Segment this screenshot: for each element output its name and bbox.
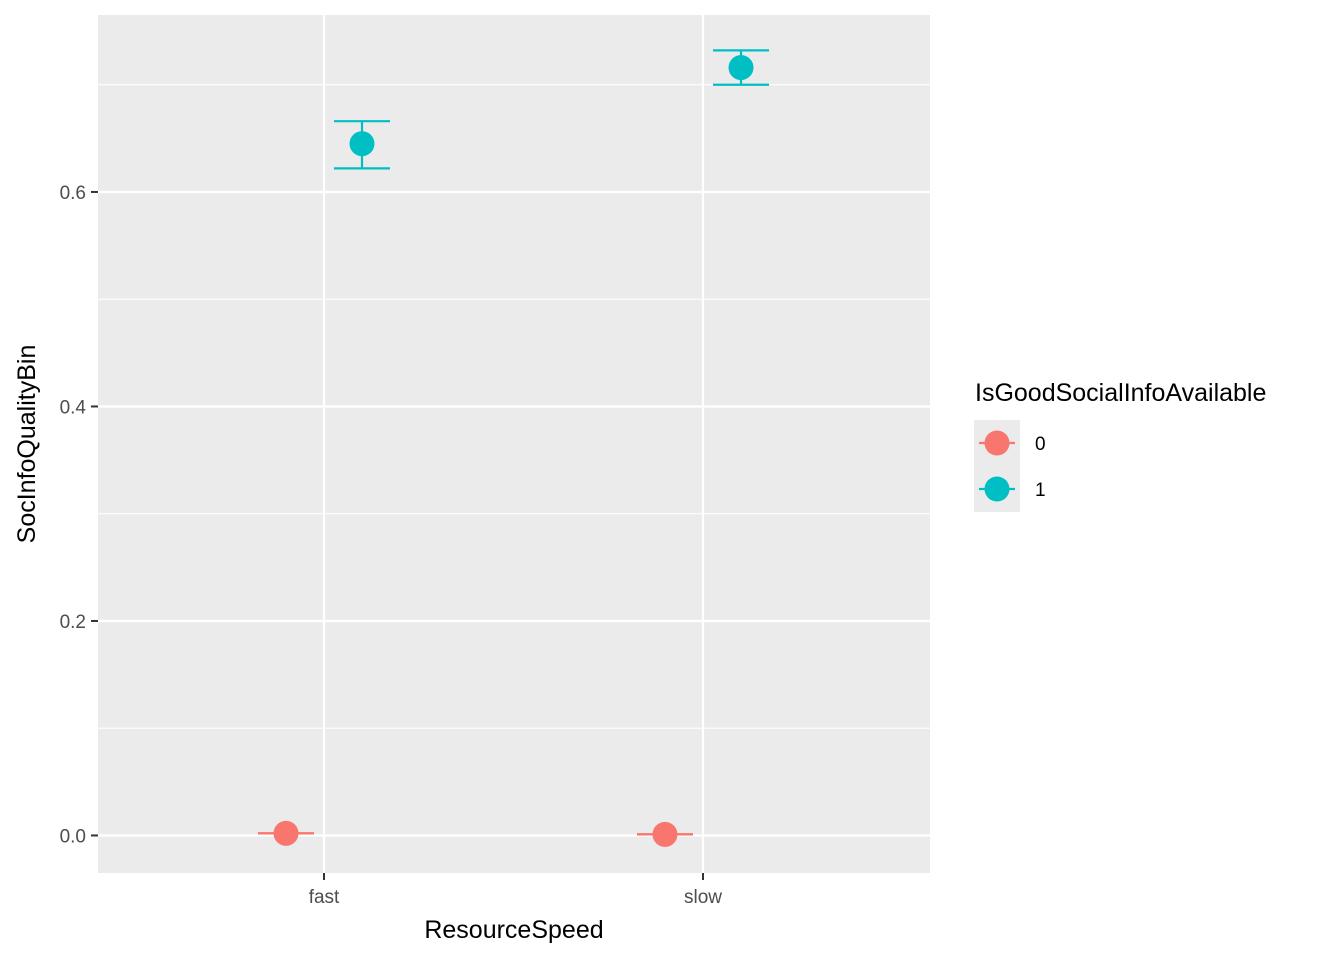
y-axis: 0.0 0.2 0.4 0.6	[60, 183, 98, 847]
x-tick-label: fast	[309, 887, 340, 908]
legend: IsGoodSocialInfoAvailable 01	[974, 379, 1266, 512]
legend-key-point	[984, 476, 1010, 502]
x-axis-title: ResourceSpeed	[424, 916, 603, 944]
y-tick-label: 0.0	[60, 826, 86, 847]
data-point-series-0-slow	[652, 821, 678, 847]
legend-label: 0	[1035, 434, 1046, 455]
legend-label: 1	[1035, 480, 1046, 501]
y-axis-title: SocInfoQualityBin	[13, 345, 41, 544]
data-point-series-0-fast	[273, 820, 299, 846]
legend-title: IsGoodSocialInfoAvailable	[975, 379, 1266, 407]
data-point-series-1-fast	[349, 131, 375, 157]
legend-item-0: 0	[974, 420, 1046, 466]
x-tick-label: slow	[684, 887, 722, 908]
y-tick-label: 0.2	[60, 612, 86, 633]
major-gridlines	[98, 15, 930, 873]
legend-key-point	[984, 430, 1010, 456]
y-tick-label: 0.6	[60, 183, 86, 204]
data-marks	[258, 49, 769, 847]
data-point-series-1-slow	[728, 55, 754, 81]
y-tick-label: 0.4	[60, 397, 87, 418]
legend-item-1: 1	[974, 466, 1046, 512]
plot-panel	[98, 15, 930, 873]
x-axis: fast slow	[309, 873, 722, 908]
minor-gridlines	[98, 84, 930, 729]
legend-items: 01	[974, 420, 1046, 512]
